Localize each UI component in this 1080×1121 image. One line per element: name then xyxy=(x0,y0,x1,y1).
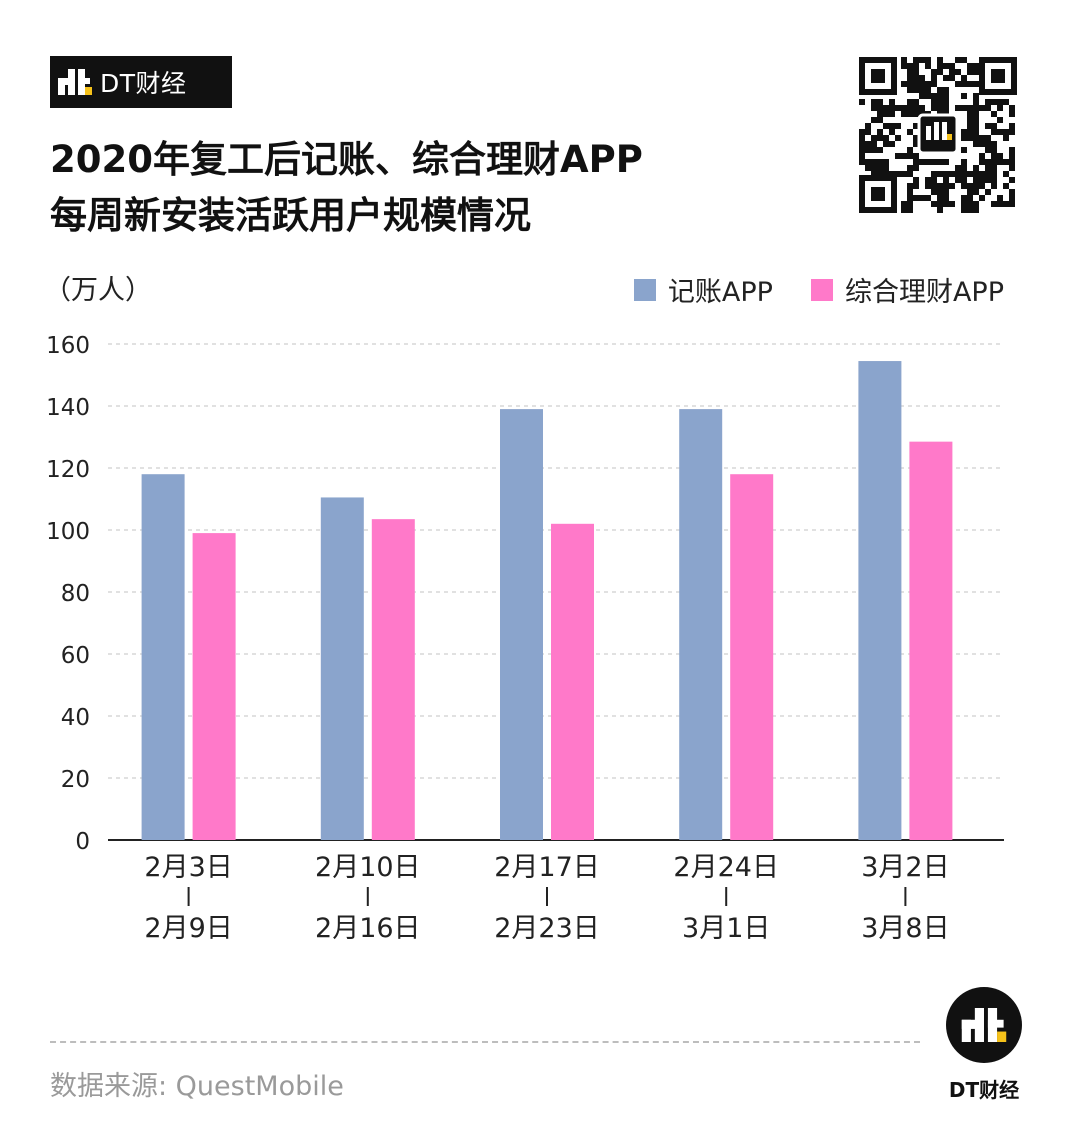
y-tick-label: 0 xyxy=(75,829,90,855)
footer-divider xyxy=(50,1041,920,1043)
bar-chart: 0 20 40 60 80 100 120 140 160 2月3日 2月9日 2月10日 2月16日 2… xyxy=(46,333,1004,944)
bar-series-2 xyxy=(551,523,594,840)
y-tick-label: 60 xyxy=(61,643,90,669)
y-tick-label: 20 xyxy=(61,767,90,793)
x-tick-label-start: 3月2日 xyxy=(861,852,949,883)
bar-series-2 xyxy=(730,474,774,840)
y-tick-label: 160 xyxy=(46,333,90,359)
legend-label-series-2: 综合理财APP xyxy=(844,277,1004,308)
chart-title-line-2: 每周新安装活跃用户规模情况 xyxy=(50,194,531,237)
bar-series-1 xyxy=(500,409,543,840)
bar-series-1 xyxy=(858,361,902,840)
x-tick-label-start: 2月24日 xyxy=(673,852,779,883)
x-tick-label-end: 3月1日 xyxy=(682,913,770,944)
qr-code-icon xyxy=(857,55,1019,215)
bar-series-1 xyxy=(679,409,723,840)
legend-swatch-series-1 xyxy=(633,278,656,301)
y-tick-label: 140 xyxy=(46,395,90,421)
bar-series-2 xyxy=(192,533,236,840)
bar-series-1 xyxy=(320,497,364,840)
x-tick-label-start: 2月3日 xyxy=(144,852,232,883)
legend-label-series-1: 记账APP xyxy=(667,277,773,308)
dt-footer-logo-icon xyxy=(946,987,1022,1063)
bar-series-2 xyxy=(909,441,953,840)
legend-swatch-series-2 xyxy=(810,278,833,301)
brand-name: DT财经 xyxy=(100,69,187,98)
footer-brand-name: DT财经 xyxy=(948,1078,1020,1102)
data-source: 数据来源: QuestMobile xyxy=(50,1071,344,1102)
legend-item-series-2: 综合理财APP xyxy=(810,270,1004,309)
x-tick-label-end: 2月9日 xyxy=(144,913,232,944)
x-tick-label-start: 2月10日 xyxy=(315,852,421,883)
dt-logo-icon xyxy=(50,56,100,108)
brand-badge: DT财经 xyxy=(50,56,232,108)
x-tick-label-start: 2月17日 xyxy=(494,852,600,883)
y-tick-label: 80 xyxy=(61,581,90,607)
bar-series-1 xyxy=(141,474,185,840)
chart-legend: 记账APP 综合理财APP xyxy=(596,270,1004,309)
bar-series-2 xyxy=(371,519,415,840)
chart-title: 2020年复工后记账、综合理财APP 每周新安装活跃用户规模情况 xyxy=(50,132,643,244)
chart-title-line-1: 2020年复工后记账、综合理财APP xyxy=(50,138,643,181)
legend-item-series-1: 记账APP xyxy=(633,270,773,309)
y-tick-label: 100 xyxy=(46,519,90,545)
x-tick-label-end: 2月23日 xyxy=(494,913,600,944)
x-tick-label-end: 3月8日 xyxy=(861,913,949,944)
y-axis-unit: （万人） xyxy=(44,275,152,306)
y-tick-label: 120 xyxy=(46,457,90,483)
y-tick-label: 40 xyxy=(61,705,90,731)
x-tick-label-end: 2月16日 xyxy=(315,913,421,944)
